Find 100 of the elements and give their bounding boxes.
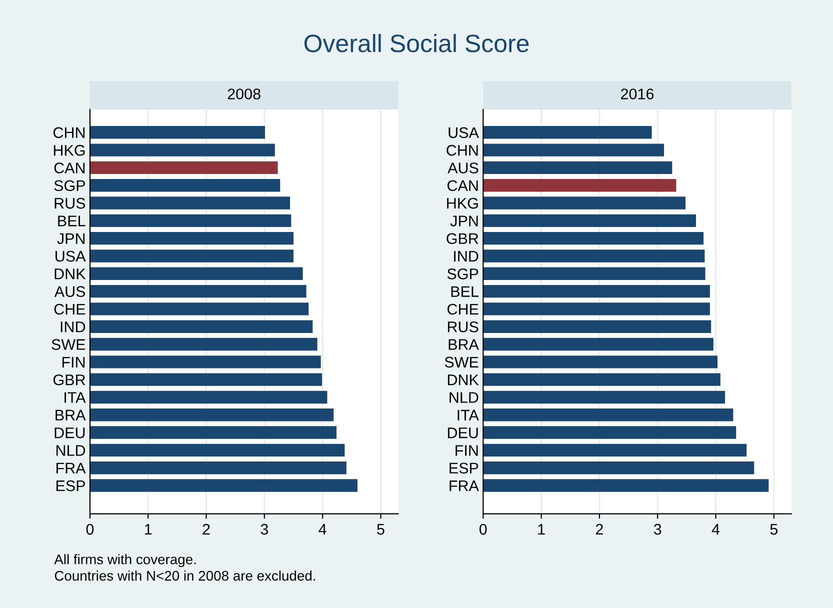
y-tick-label: AUS bbox=[54, 286, 86, 297]
x-tick-label: 5 bbox=[377, 524, 384, 535]
text: All firms with coverage. bbox=[54, 554, 196, 568]
bar bbox=[90, 302, 309, 316]
y-tick-label: CHE bbox=[447, 304, 478, 315]
bar bbox=[483, 426, 736, 439]
y-tick-label: BEL bbox=[451, 286, 478, 297]
bar bbox=[483, 161, 672, 174]
y-tick-label: SWE bbox=[52, 339, 86, 350]
y-tick-label: HKG bbox=[54, 144, 85, 156]
bar bbox=[90, 426, 337, 439]
y-tick-label: DEU bbox=[448, 428, 478, 438]
x-tick-label: 2 bbox=[202, 524, 210, 535]
y-tick-label: HKG bbox=[447, 198, 478, 209]
y-tick-label: RUS bbox=[54, 198, 86, 209]
y-tick-label: FRA bbox=[450, 480, 479, 492]
bar bbox=[90, 161, 278, 174]
y-tick-label: FIN bbox=[62, 356, 85, 368]
y-tick-label: DNK bbox=[54, 268, 86, 280]
x-tick-label: 1 bbox=[145, 524, 152, 535]
y-tick-label: NLD bbox=[450, 392, 478, 403]
y-tick-label: BEL bbox=[58, 216, 86, 226]
y-tick-label: ITA bbox=[458, 410, 479, 420]
x-tick-label: 0 bbox=[479, 524, 487, 535]
y-tick-label: IND bbox=[60, 322, 86, 332]
bar bbox=[90, 126, 266, 139]
x-tick-label: 1 bbox=[538, 524, 545, 535]
x-tick-label: 3 bbox=[260, 524, 268, 535]
bar bbox=[483, 144, 664, 156]
bar bbox=[483, 284, 710, 298]
chart-title: 2016 bbox=[621, 88, 654, 100]
y-tick-label: CHE bbox=[54, 304, 86, 315]
y-tick-label: CHN bbox=[53, 127, 85, 138]
bar bbox=[483, 126, 652, 139]
y-tick-label: JPN bbox=[57, 233, 85, 244]
bar bbox=[90, 444, 345, 457]
bar bbox=[483, 179, 676, 192]
bar bbox=[90, 462, 346, 474]
y-tick-label: NLD bbox=[56, 445, 86, 456]
y-tick-label: FIN bbox=[456, 445, 478, 456]
bar bbox=[483, 232, 704, 245]
y-tick-label: DEU bbox=[54, 428, 85, 438]
bar bbox=[483, 302, 710, 316]
text: Countries with N<20 in 2008 are excluded. bbox=[54, 570, 315, 581]
bar bbox=[483, 408, 734, 422]
y-tick-label: BRA bbox=[448, 339, 479, 350]
bar bbox=[90, 479, 358, 492]
chart-title: 2008 bbox=[228, 88, 260, 100]
bar bbox=[90, 338, 318, 351]
y-tick-label: CAN bbox=[54, 162, 85, 174]
y-tick-label: RUS bbox=[448, 321, 478, 332]
bar bbox=[90, 232, 294, 245]
bar bbox=[90, 250, 294, 262]
bar bbox=[90, 267, 303, 280]
bar bbox=[90, 196, 290, 210]
bar bbox=[483, 390, 726, 404]
x-tick-label: 2 bbox=[596, 524, 603, 535]
y-tick-label: USA bbox=[448, 127, 479, 138]
y-tick-label: JPN bbox=[450, 216, 478, 226]
bar bbox=[483, 196, 686, 210]
y-tick-label: DNK bbox=[448, 374, 479, 386]
x-tick-label: 4 bbox=[712, 524, 720, 535]
bar bbox=[90, 390, 328, 404]
bar bbox=[90, 214, 292, 228]
bar bbox=[483, 462, 754, 474]
bar bbox=[483, 444, 747, 457]
y-tick-label: CHN bbox=[446, 144, 478, 156]
bar bbox=[90, 320, 313, 333]
text: Overall Social Score bbox=[304, 34, 529, 52]
y-tick-label: CAN bbox=[447, 180, 478, 192]
bar bbox=[483, 267, 706, 280]
bar bbox=[483, 320, 712, 333]
y-tick-label: ESP bbox=[450, 462, 478, 474]
y-tick-label: FRA bbox=[56, 462, 86, 474]
bar bbox=[483, 338, 714, 351]
bar bbox=[483, 250, 705, 262]
bar bbox=[90, 356, 321, 368]
x-tick-label: 3 bbox=[654, 524, 662, 535]
y-tick-label: SWE bbox=[444, 356, 478, 368]
y-tick-label: IND bbox=[454, 251, 478, 262]
bar bbox=[90, 284, 306, 298]
y-tick-label: ITA bbox=[64, 392, 86, 403]
y-tick-label: USA bbox=[56, 250, 86, 262]
bar bbox=[483, 479, 769, 492]
bar bbox=[90, 144, 275, 156]
bar bbox=[90, 408, 334, 422]
x-tick-label: 5 bbox=[770, 524, 778, 535]
y-tick-label: GBR bbox=[446, 233, 478, 244]
bar bbox=[483, 356, 718, 368]
y-tick-label: BRA bbox=[56, 410, 86, 420]
bar bbox=[90, 373, 322, 386]
bar bbox=[483, 214, 696, 228]
y-tick-label: ESP bbox=[56, 480, 85, 492]
y-tick-label: GBR bbox=[53, 374, 86, 386]
y-tick-label: SGP bbox=[447, 268, 478, 280]
x-tick-label: 4 bbox=[318, 524, 326, 535]
y-tick-label: SGP bbox=[54, 180, 85, 192]
bar bbox=[90, 179, 280, 192]
y-tick-label: AUS bbox=[448, 162, 478, 174]
bar bbox=[483, 373, 720, 386]
